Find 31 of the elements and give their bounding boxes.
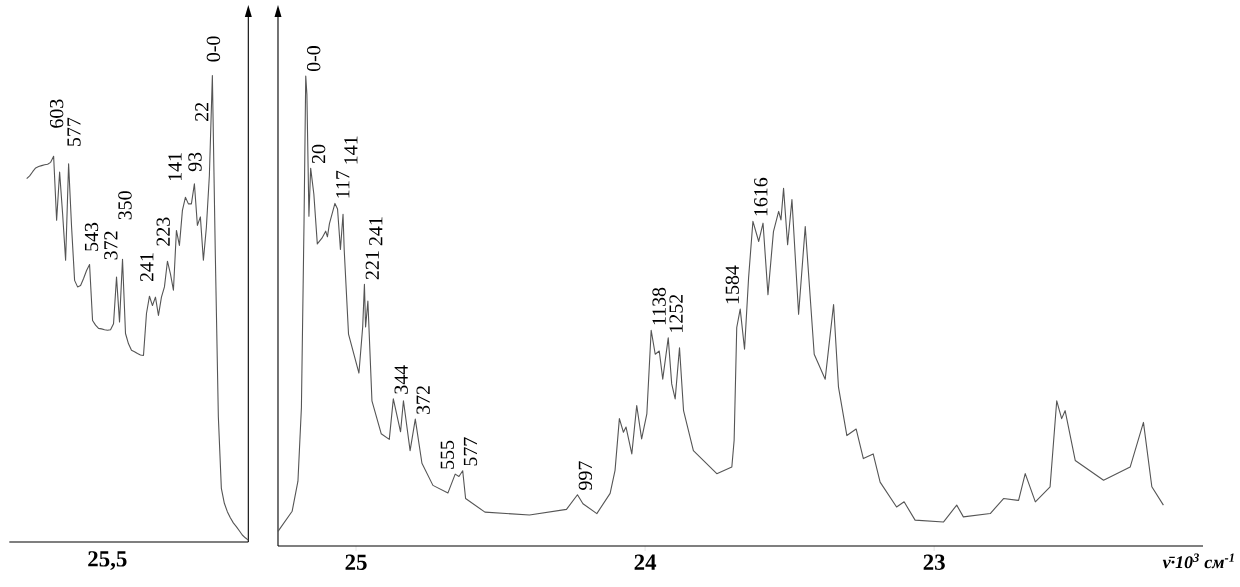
- annotation: 1584: [725, 265, 739, 304]
- annotation: 223: [156, 217, 170, 246]
- annotation: 0-0: [306, 46, 321, 72]
- annotation: 22: [195, 102, 209, 121]
- text: 25,5: [88, 551, 127, 570]
- annotation: 344: [394, 365, 408, 394]
- annotation: 93: [188, 152, 202, 172]
- annotation: 372: [416, 386, 430, 414]
- annotation: 141: [344, 136, 358, 164]
- x-tick-label: 25: [345, 554, 367, 570]
- annotation: 350: [118, 191, 132, 220]
- annotation: 117: [336, 170, 350, 198]
- annotation: 603: [49, 99, 64, 128]
- annotation: 1252: [669, 294, 683, 332]
- annotation: 141: [168, 153, 182, 181]
- annotation: 555: [440, 440, 454, 469]
- annotation: 577: [67, 117, 81, 146]
- x-tick-label: 24: [634, 554, 657, 570]
- annotation: 1616: [754, 177, 768, 216]
- annotation: 241: [369, 217, 383, 246]
- annotation: 1138: [652, 287, 666, 325]
- annotation: 241: [140, 253, 154, 282]
- annotation: 20: [311, 144, 326, 164]
- x-tick-label: 23: [923, 554, 945, 570]
- annotation: 221: [365, 251, 379, 280]
- text: 0-0: [206, 36, 221, 62]
- annotation: 577: [463, 437, 478, 466]
- annotation: 997: [578, 461, 593, 490]
- x-axis-title: ν̄·10$^{3}$ см$^{-1}$: [1162, 553, 1234, 569]
- annotation: 543: [84, 222, 99, 251]
- annotation: 372: [104, 231, 118, 260]
